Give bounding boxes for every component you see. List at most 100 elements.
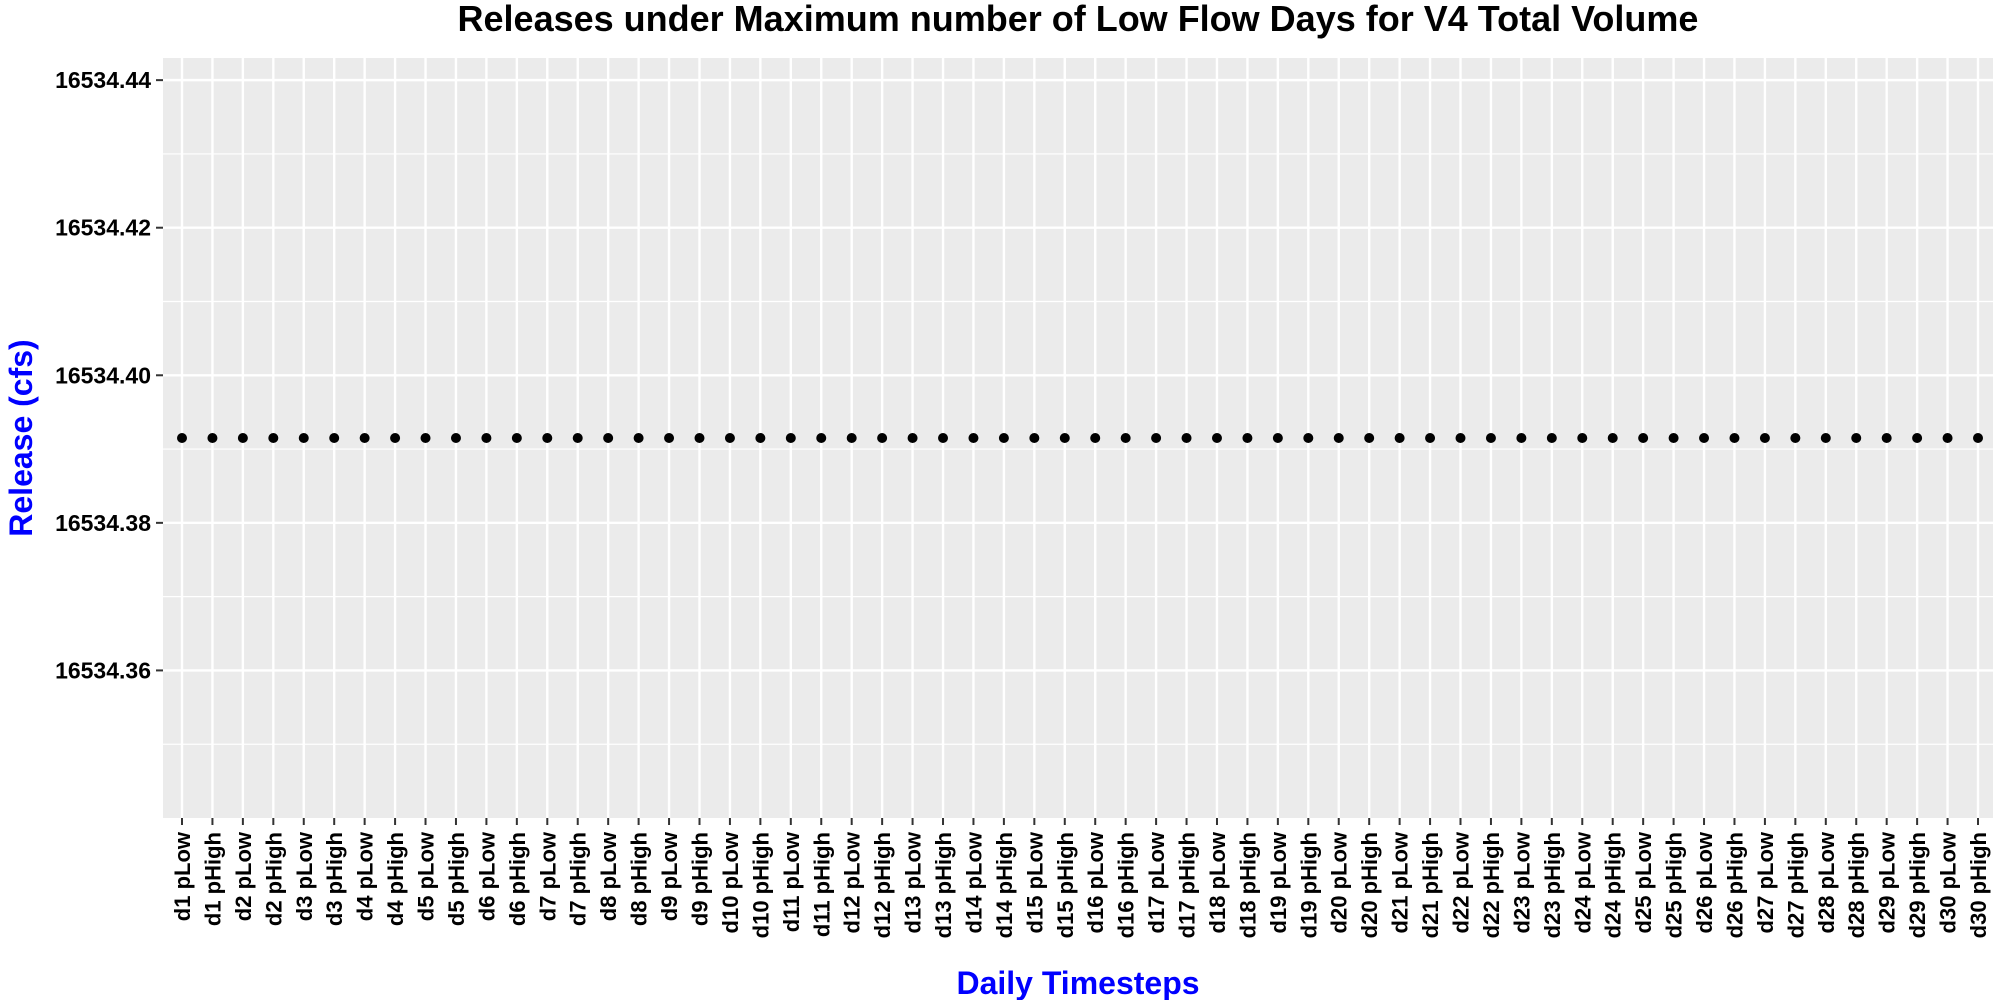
y-tick-label: 16534.38 bbox=[55, 510, 151, 536]
x-tick-label: d4 pHigh bbox=[383, 832, 408, 926]
x-tick-label: d27 pHigh bbox=[1783, 832, 1808, 938]
data-point bbox=[542, 433, 553, 443]
data-point bbox=[816, 433, 827, 443]
x-tick-label: d25 pHigh bbox=[1662, 832, 1687, 938]
x-tick-label: d22 pHigh bbox=[1479, 832, 1504, 938]
data-point bbox=[1851, 433, 1862, 443]
data-point bbox=[298, 433, 309, 443]
x-tick-label: d1 pHigh bbox=[200, 832, 225, 926]
x-tick-label: d16 pHigh bbox=[1114, 832, 1139, 938]
data-point bbox=[1759, 433, 1770, 443]
x-tick-label: d9 pHigh bbox=[687, 832, 712, 926]
data-point bbox=[633, 433, 644, 443]
x-tick-label: d6 pLow bbox=[474, 831, 499, 921]
data-point bbox=[694, 433, 705, 443]
x-tick-label: d14 pLow bbox=[961, 831, 986, 933]
x-tick-label: d9 pLow bbox=[657, 831, 682, 921]
data-point bbox=[1485, 433, 1496, 443]
data-point bbox=[1820, 433, 1831, 443]
x-tick-label: d30 pLow bbox=[1936, 831, 1961, 933]
data-point bbox=[1516, 433, 1527, 443]
x-tick-label: d21 pHigh bbox=[1418, 832, 1443, 938]
x-tick-label: d10 pHigh bbox=[748, 832, 773, 938]
x-tick-label: d18 pLow bbox=[1205, 831, 1230, 933]
data-point bbox=[390, 433, 401, 443]
data-point bbox=[572, 433, 583, 443]
x-tick-label: d14 pHigh bbox=[992, 832, 1017, 938]
x-tick-label: d7 pHigh bbox=[566, 832, 591, 926]
data-point bbox=[207, 433, 218, 443]
data-point bbox=[846, 433, 857, 443]
x-tick-label: d29 pHigh bbox=[1905, 832, 1930, 938]
y-tick-label: 16534.44 bbox=[55, 67, 151, 93]
data-point bbox=[1272, 433, 1283, 443]
data-point bbox=[1364, 433, 1375, 443]
x-tick-label: d13 pHigh bbox=[931, 832, 956, 938]
x-tick-label: d5 pHigh bbox=[444, 832, 469, 926]
data-point bbox=[1242, 433, 1253, 443]
data-point bbox=[359, 433, 370, 443]
data-point bbox=[1090, 433, 1101, 443]
x-tick-label: d18 pHigh bbox=[1235, 832, 1260, 938]
data-point bbox=[724, 433, 735, 443]
chart-title: Releases under Maximum number of Low Flo… bbox=[458, 0, 1699, 39]
data-point bbox=[1668, 433, 1679, 443]
data-point bbox=[1455, 433, 1466, 443]
x-tick-label: d26 pLow bbox=[1692, 831, 1717, 933]
x-tick-label: d28 pHigh bbox=[1844, 832, 1869, 938]
data-point bbox=[1577, 433, 1588, 443]
y-axis: 16534.36 16534.38 16534.40 16534.42 16534.44 bbox=[55, 67, 163, 683]
x-tick-label: d11 pLow bbox=[779, 831, 804, 932]
x-tick-label: d12 pHigh bbox=[870, 832, 895, 938]
x-axis: d1 pLow d1 pHigh d2 pLow d2 pHigh d3 pLow d3 … bbox=[170, 818, 1991, 938]
x-tick-label: d17 pHigh bbox=[1175, 832, 1200, 938]
x-tick-label: d2 pHigh bbox=[261, 832, 286, 926]
x-tick-label: d2 pLow bbox=[231, 831, 256, 921]
data-point bbox=[1303, 433, 1314, 443]
x-tick-label: d3 pLow bbox=[292, 831, 317, 921]
data-point bbox=[1059, 433, 1070, 443]
data-point bbox=[1151, 433, 1162, 443]
x-tick-label: d3 pHigh bbox=[322, 832, 347, 926]
data-point bbox=[420, 433, 431, 443]
data-points bbox=[177, 433, 1983, 443]
x-tick-label: d24 pHigh bbox=[1601, 832, 1626, 938]
data-point bbox=[1912, 433, 1923, 443]
x-tick-label: d25 pLow bbox=[1631, 831, 1656, 933]
data-point bbox=[1394, 433, 1405, 443]
x-tick-label: d6 pHigh bbox=[505, 832, 530, 926]
x-tick-label: d23 pLow bbox=[1509, 831, 1534, 933]
x-tick-label: d20 pLow bbox=[1327, 831, 1352, 933]
x-tick-label: d4 pLow bbox=[353, 831, 378, 921]
x-tick-label: d15 pHigh bbox=[1053, 832, 1078, 938]
data-point bbox=[1973, 433, 1983, 443]
data-point bbox=[968, 433, 979, 443]
x-tick-label: d30 pHigh bbox=[1966, 832, 1991, 938]
x-tick-label: d8 pHigh bbox=[627, 832, 652, 926]
x-tick-label: d22 pLow bbox=[1449, 831, 1474, 933]
x-tick-label: d20 pHigh bbox=[1357, 832, 1382, 938]
data-point bbox=[1729, 433, 1740, 443]
data-point bbox=[1181, 433, 1192, 443]
data-point bbox=[755, 433, 766, 443]
data-point bbox=[907, 433, 918, 443]
y-axis-title: Release (cfs) bbox=[3, 339, 39, 536]
x-tick-label: d28 pLow bbox=[1814, 831, 1839, 933]
data-point bbox=[877, 433, 888, 443]
x-tick-label: d12 pLow bbox=[840, 831, 865, 933]
x-tick-label: d26 pHigh bbox=[1722, 832, 1747, 938]
data-point bbox=[998, 433, 1009, 443]
data-point bbox=[1790, 433, 1801, 443]
x-tick-label: d24 pLow bbox=[1570, 831, 1595, 933]
data-point bbox=[1029, 433, 1040, 443]
x-tick-label: d27 pLow bbox=[1753, 831, 1778, 933]
data-point bbox=[664, 433, 675, 443]
y-tick-label: 16534.36 bbox=[55, 657, 151, 683]
data-point bbox=[177, 433, 187, 443]
x-tick-label: d19 pHigh bbox=[1296, 832, 1321, 938]
data-point bbox=[938, 433, 949, 443]
data-point bbox=[1333, 433, 1344, 443]
data-point bbox=[1425, 433, 1436, 443]
data-point bbox=[268, 433, 279, 443]
